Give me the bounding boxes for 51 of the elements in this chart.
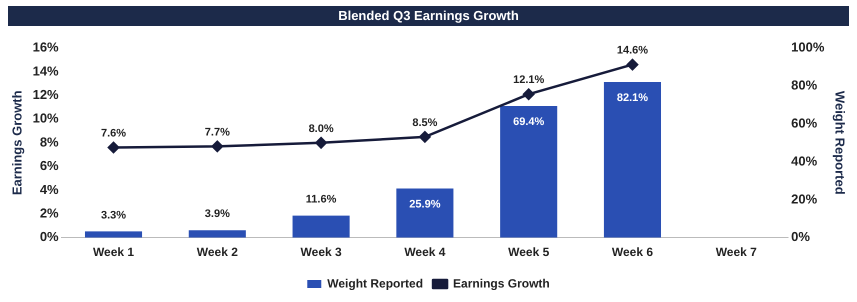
bar (188, 230, 246, 238)
y2-tick-label: 80% (791, 78, 818, 92)
x-tick-label: Week 7 (716, 245, 758, 260)
point (626, 58, 638, 70)
bar (604, 82, 662, 238)
legend-label: Weight Reported (327, 276, 424, 290)
data-label: 12.1% (513, 74, 544, 86)
y-tick-label: 0% (40, 229, 60, 244)
y2-tick-label: 60% (791, 115, 818, 130)
data-label: 8.5% (412, 116, 438, 129)
data-label: 82.1% (616, 92, 648, 104)
bar (396, 188, 454, 238)
data-label: 3.3% (100, 209, 126, 222)
y-tick-label: 4% (40, 182, 60, 197)
y-tick-label: 16% (32, 40, 60, 55)
y-tick-label: 2% (40, 205, 60, 220)
data-label: 7.7% (204, 126, 230, 138)
y2-tick-label: 40% (791, 153, 818, 168)
data-label: 8.0% (308, 122, 334, 135)
bar (500, 106, 558, 238)
x-tick-label: Week 1 (92, 245, 134, 260)
y-tick-label: 10% (32, 110, 60, 126)
chart-title: Blended Q3 Earnings Growth (8, 6, 849, 26)
x-tick-label: Week 5 (508, 245, 550, 260)
bar (292, 216, 350, 238)
data-label: 11.6% (306, 194, 337, 206)
y2-tick-label: 20% (791, 191, 818, 206)
y2-tick-label: 100% (791, 40, 825, 55)
x-tick-label: Week 2 (196, 245, 238, 260)
point (315, 137, 327, 149)
data-label: 3.9% (204, 208, 230, 220)
x-tick-label: Week 6 (612, 245, 654, 260)
data-label: 25.9% (409, 198, 441, 211)
point (212, 140, 224, 152)
y-tick-label: 6% (40, 158, 60, 174)
y-axis-title: Earnings Growth (9, 90, 24, 196)
point (108, 142, 120, 154)
data-label: 7.6% (100, 128, 126, 140)
point (522, 88, 534, 100)
y-tick-label: 14% (32, 63, 60, 78)
x-tick-label: Week 3 (300, 245, 342, 260)
y2-axis-title: Weight Reported (832, 90, 848, 195)
data-label: 69.4% (513, 116, 544, 128)
bar (84, 231, 142, 238)
x-tick-label: Week 4 (404, 245, 446, 260)
y2-tick-label: 0% (791, 229, 810, 244)
legend-label: Earnings Growth (453, 276, 550, 290)
y-tick-label: 12% (32, 86, 60, 102)
point (419, 131, 431, 143)
y-tick-label: 8% (40, 134, 60, 150)
data-label: 14.6% (616, 44, 648, 57)
